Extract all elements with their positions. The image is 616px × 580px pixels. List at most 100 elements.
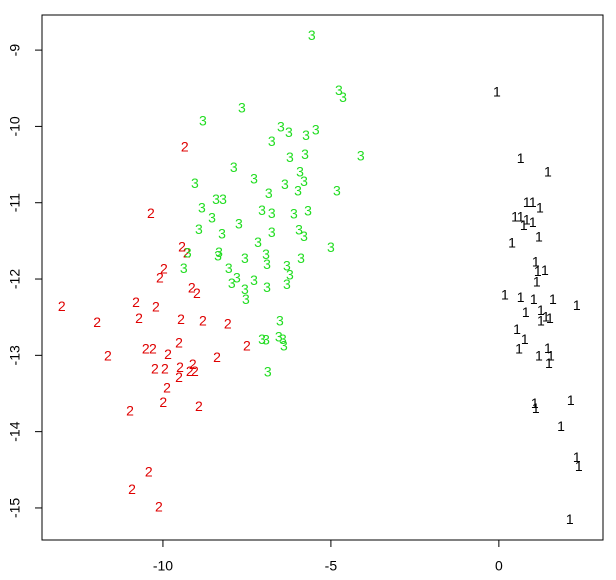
point-label: 1 <box>533 274 541 290</box>
point-label: 3 <box>263 279 271 295</box>
point-label: 2 <box>224 316 232 332</box>
point-label: 1 <box>544 340 552 356</box>
point-label: 1 <box>532 254 540 270</box>
y-tick-label: -11 <box>7 193 23 212</box>
point-label: 3 <box>214 248 222 264</box>
point-label: 3 <box>228 275 236 291</box>
point-label: 1 <box>547 348 555 364</box>
point-label: 3 <box>230 159 238 175</box>
point-label: 2 <box>58 298 66 314</box>
point-label: 3 <box>300 228 308 244</box>
point-label: 1 <box>544 164 552 180</box>
point-label: 2 <box>188 280 196 296</box>
point-label: 1 <box>534 263 542 279</box>
point-label: 3 <box>286 149 294 165</box>
point-label: 2 <box>183 245 191 261</box>
point-label: 2 <box>181 138 189 154</box>
point-label: 2 <box>177 311 185 327</box>
point-label: 3 <box>275 328 283 344</box>
point-label: 1 <box>493 84 501 100</box>
point-label: 3 <box>198 200 206 216</box>
point-label: 1 <box>530 291 538 307</box>
point-label: 3 <box>312 122 320 138</box>
point-label: 1 <box>535 348 543 364</box>
point-label: 1 <box>532 400 540 416</box>
point-label: 3 <box>285 124 293 140</box>
point-label: 1 <box>546 310 554 326</box>
point-label: 1 <box>531 395 539 411</box>
point-label: 2 <box>160 261 168 277</box>
point-label: 1 <box>535 229 543 245</box>
point-label: 1 <box>537 312 545 328</box>
point-label: 1 <box>522 304 530 320</box>
point-label: 3 <box>280 338 288 354</box>
point-label: 2 <box>243 338 251 354</box>
point-label: 2 <box>213 349 221 365</box>
point-label: 3 <box>212 191 220 207</box>
point-label: 1 <box>573 449 581 465</box>
point-label: 3 <box>180 260 188 276</box>
point-label: 1 <box>536 200 544 216</box>
point-label: 3 <box>295 222 303 238</box>
point-label: 3 <box>238 100 246 116</box>
point-label: 3 <box>262 246 270 262</box>
point-label: 1 <box>508 235 516 251</box>
point-label: 1 <box>501 287 509 303</box>
point-label: 3 <box>277 119 285 135</box>
point-label: 2 <box>195 398 203 414</box>
point-label: 2 <box>93 314 101 330</box>
point-label: 2 <box>155 499 163 515</box>
point-label: 3 <box>296 164 304 180</box>
point-label: 3 <box>258 331 266 347</box>
point-label: 3 <box>264 364 272 380</box>
point-label: 3 <box>302 127 310 143</box>
point-label: 3 <box>241 250 249 266</box>
point-label: 3 <box>208 209 216 225</box>
point-label: 3 <box>357 148 365 164</box>
point-label: 2 <box>176 359 184 375</box>
point-label: 3 <box>254 234 262 250</box>
point-label: 3 <box>335 82 343 98</box>
x-tick-label: -10 <box>153 558 173 574</box>
point-label: 3 <box>279 331 287 347</box>
point-label: 1 <box>513 321 521 337</box>
point-label: 3 <box>301 146 309 162</box>
point-label: 2 <box>164 346 172 362</box>
point-label: 3 <box>300 173 308 189</box>
point-label: 1 <box>549 291 557 307</box>
y-tick-label: -13 <box>7 345 23 365</box>
point-label: 1 <box>521 331 529 347</box>
point-label: 1 <box>529 214 537 230</box>
point-label: 2 <box>145 464 153 480</box>
point-label: 2 <box>149 341 157 357</box>
point-label: 1 <box>537 302 545 318</box>
point-label: 3 <box>241 281 249 297</box>
point-label: 3 <box>333 183 341 199</box>
point-label: 2 <box>135 310 143 326</box>
point-label: 3 <box>268 224 276 240</box>
point-label: 1 <box>573 297 581 313</box>
y-tick-label: -10 <box>7 116 23 136</box>
point-label: 2 <box>163 380 171 396</box>
y-tick-label: -9 <box>7 44 23 57</box>
point-label: 3 <box>233 270 241 286</box>
axes: -10 -5 0 -9 -10 -11 -12 -13 -14 -15 <box>7 44 503 574</box>
point-label: 3 <box>263 256 271 272</box>
point-label: 2 <box>178 238 186 254</box>
point-label: 2 <box>142 341 150 357</box>
point-label: 3 <box>250 272 258 288</box>
point-label: 2 <box>189 356 197 372</box>
point-label: 3 <box>215 244 223 260</box>
point-label: 1 <box>542 309 550 325</box>
point-label: 1 <box>529 194 537 210</box>
y-tick-label: -12 <box>7 269 23 289</box>
point-label: 3 <box>276 312 284 328</box>
point-label: 2 <box>199 312 207 328</box>
point-label: 3 <box>235 216 243 232</box>
point-label: 3 <box>225 260 233 276</box>
point-label: 3 <box>199 113 207 129</box>
y-tick-label: -14 <box>7 421 23 441</box>
point-label: 3 <box>191 175 199 191</box>
point-label: 1 <box>557 418 565 434</box>
